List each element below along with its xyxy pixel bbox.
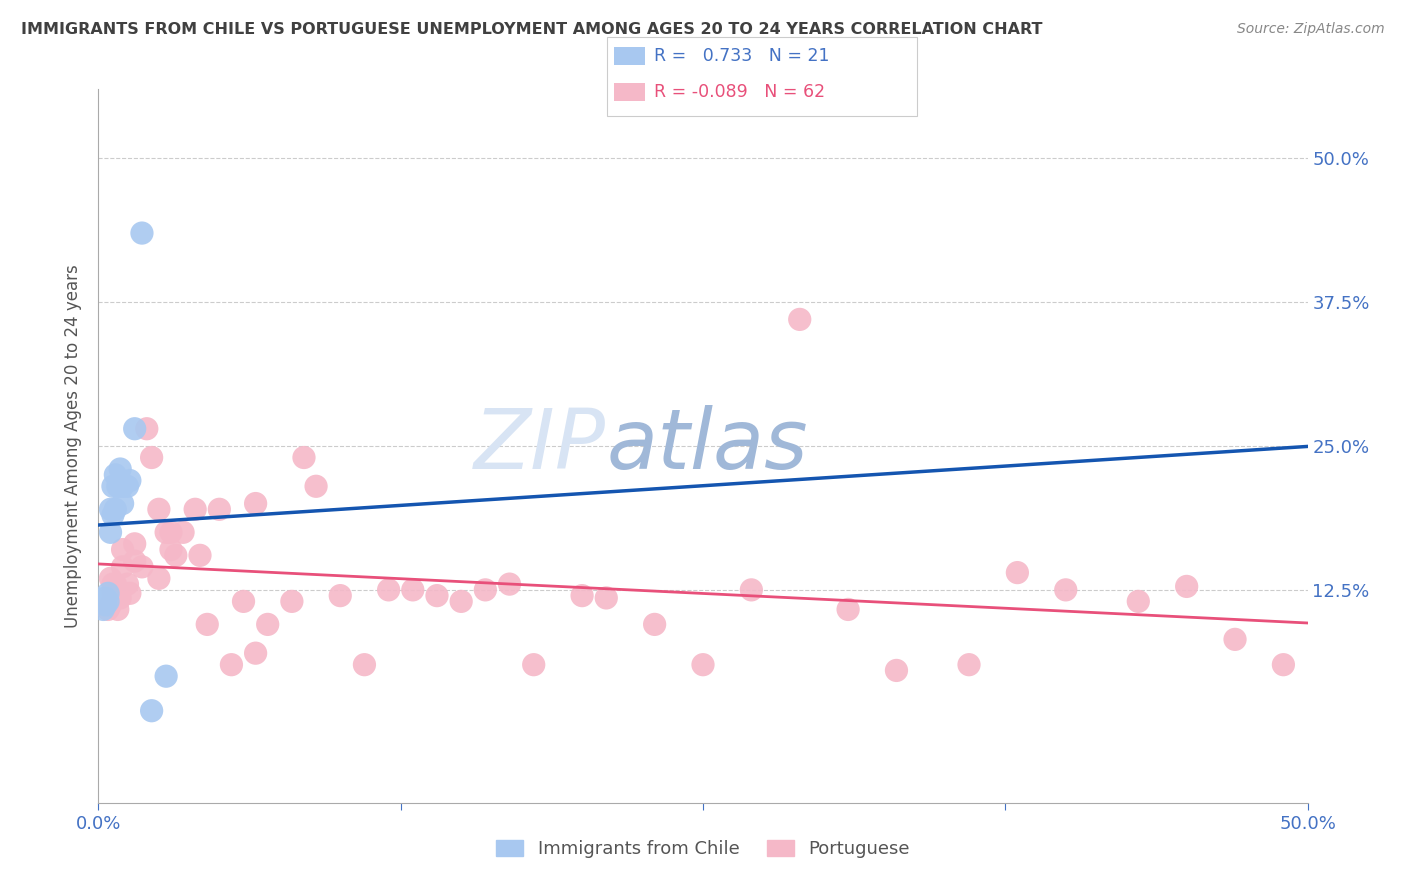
Text: atlas: atlas [606,406,808,486]
Point [111,497,134,511]
Point [195,617,218,632]
Point [131,559,153,574]
Point [1175,579,1198,593]
Point [426,589,449,603]
Point [245,646,267,660]
Text: ZIP: ZIP [474,406,606,486]
Point [135,422,157,436]
Point [101,508,124,522]
Point [148,571,170,585]
Point [124,537,146,551]
Point [644,617,666,632]
Point [886,664,908,678]
Point [353,657,375,672]
Point [1272,657,1295,672]
Point [1223,632,1246,647]
Point [281,594,304,608]
Point [100,525,122,540]
Point [111,479,134,493]
Point [474,582,496,597]
Point [141,704,163,718]
Point [104,577,127,591]
Point [523,657,546,672]
Point [131,226,153,240]
Text: R =   0.733   N = 21: R = 0.733 N = 21 [654,47,830,65]
Point [155,525,177,540]
Point [740,582,762,597]
Point [692,657,714,672]
Point [107,602,129,616]
Point [108,591,131,605]
Point [571,589,593,603]
Point [94,591,117,605]
Point [221,657,243,672]
Point [124,422,146,436]
Point [117,577,139,591]
Point [117,479,139,493]
Point [292,450,315,465]
Point [184,502,207,516]
Point [1128,594,1150,608]
Point [188,549,211,563]
Point [104,502,127,516]
Point [94,598,117,612]
Point [232,594,254,608]
Point [118,586,141,600]
Point [97,586,120,600]
Point [108,462,131,476]
Point [111,542,134,557]
Point [101,479,124,493]
Point [450,594,472,608]
Point [305,479,328,493]
Point [100,502,122,516]
Point [97,602,120,616]
Point [118,474,141,488]
Point [377,582,399,597]
Point [111,559,134,574]
Point [256,617,278,632]
Point [124,554,146,568]
Point [208,502,231,516]
Point [160,525,183,540]
Point [789,312,811,326]
Point [1054,582,1077,597]
Point [104,591,127,605]
Point [141,450,163,465]
Point [101,586,124,600]
Point [100,598,122,612]
Point [107,479,129,493]
Text: IMMIGRANTS FROM CHILE VS PORTUGUESE UNEMPLOYMENT AMONG AGES 20 TO 24 YEARS CORRE: IMMIGRANTS FROM CHILE VS PORTUGUESE UNEM… [21,22,1043,37]
Point [957,657,980,672]
Point [837,602,859,616]
Point [498,577,520,591]
Text: R = -0.089   N = 62: R = -0.089 N = 62 [654,83,825,101]
Point [595,591,617,605]
Point [172,525,194,540]
Y-axis label: Unemployment Among Ages 20 to 24 years: Unemployment Among Ages 20 to 24 years [65,264,83,628]
Point [160,542,183,557]
Legend: Immigrants from Chile, Portuguese: Immigrants from Chile, Portuguese [489,832,917,865]
Point [148,502,170,516]
Point [165,549,187,563]
Point [101,577,124,591]
Point [1007,566,1029,580]
Point [97,594,120,608]
Point [245,497,267,511]
Text: Source: ZipAtlas.com: Source: ZipAtlas.com [1237,22,1385,37]
Point [402,582,425,597]
Point [107,582,129,597]
Point [329,589,352,603]
Point [155,669,177,683]
Point [91,602,114,616]
Point [104,467,127,482]
Point [100,571,122,585]
